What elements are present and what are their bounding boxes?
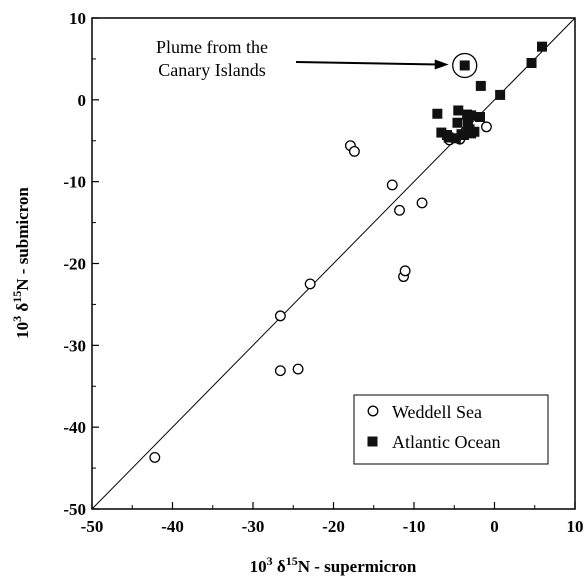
y-tick-label: -40 (63, 418, 86, 437)
data-point-atlantic (453, 105, 464, 116)
data-point-weddell (274, 310, 286, 322)
x-title-suffix: N - supermicron (298, 557, 417, 576)
y-title-iso-sup: 15 (10, 291, 24, 303)
legend-marker-atlantic (367, 436, 378, 447)
x-title-delta: δ (277, 557, 286, 576)
data-point-atlantic (432, 108, 443, 119)
annotation: Plume from the Canary Islands (156, 37, 478, 80)
x-tick-label: -30 (242, 517, 265, 536)
data-point-atlantic (466, 110, 477, 121)
y-tick-label: -30 (63, 336, 86, 355)
data-point-atlantic (495, 89, 506, 100)
x-title-prefix: 10 (250, 557, 267, 576)
x-title-prefix-sup: 3 (267, 554, 273, 568)
x-tick-label: -50 (81, 517, 104, 536)
annotation-arrow (295, 61, 439, 66)
data-point-weddell (348, 145, 360, 157)
annotation-line1: Plume from the (156, 37, 268, 57)
data-point-atlantic (475, 80, 486, 91)
legend-box (353, 394, 549, 465)
data-point-weddell (304, 278, 316, 290)
data-point-atlantic (466, 128, 477, 139)
data-point-weddell (399, 265, 411, 277)
x-tick-label: -10 (403, 517, 426, 536)
annotation-line2: Canary Islands (158, 60, 265, 80)
one-to-one-line (91, 17, 576, 510)
y-tick-label: -20 (63, 255, 86, 274)
data-series (149, 41, 547, 463)
y-tick-label: 10 (69, 9, 86, 28)
data-point-atlantic (459, 60, 470, 71)
x-tick-label: 0 (490, 517, 499, 536)
y-title-prefix-sup: 3 (10, 316, 24, 322)
legend-label-weddell: Weddell Sea (392, 402, 482, 422)
y-title-suffix: N - submicron (13, 187, 32, 291)
data-point-atlantic (436, 127, 447, 138)
svg-text:103 δ15N - supermicron: 103 δ15N - supermicron (250, 554, 417, 576)
svg-text:103 δ15N - submicron: 103 δ15N - submicron (10, 187, 32, 339)
data-point-atlantic (536, 41, 547, 52)
data-point-atlantic (443, 132, 454, 143)
annotation-arrowhead (434, 59, 449, 70)
data-point-weddell (481, 121, 492, 133)
x-tick-label: -20 (322, 517, 345, 536)
x-axis-title: 103 δ15N - supermicron (250, 554, 417, 576)
annotation-highlight-circle (452, 52, 478, 79)
y-tick-label: 0 (78, 91, 87, 110)
y-title-prefix: 10 (13, 322, 32, 339)
data-point-weddell (416, 197, 428, 209)
series-atlantic-ocean (432, 41, 547, 144)
y-title-delta: δ (13, 303, 32, 312)
x-tick-label: 10 (567, 517, 584, 536)
data-point-weddell (274, 365, 286, 377)
y-axis: -50 -40 -30 -20 -10 0 10 (63, 9, 99, 519)
y-axis-title: 103 δ15N - submicron (10, 187, 32, 339)
data-point-atlantic (475, 112, 486, 123)
data-point-atlantic (450, 133, 461, 144)
data-point-weddell (394, 204, 405, 216)
x-title-iso-sup: 15 (286, 554, 298, 568)
data-point-weddell (149, 451, 161, 463)
x-axis: -50 -40 -30 -20 -10 0 10 (81, 502, 584, 536)
data-point-weddell (292, 363, 304, 375)
y-tick-label: -50 (63, 500, 86, 519)
legend: Weddell Sea Atlantic Ocean (353, 394, 549, 465)
data-point-weddell (386, 179, 398, 191)
legend-marker-weddell (367, 405, 379, 417)
data-point-atlantic (458, 130, 469, 141)
data-point-atlantic (526, 58, 537, 69)
x-tick-label: -40 (161, 517, 184, 536)
data-point-atlantic (452, 117, 463, 128)
legend-label-atlantic: Atlantic Ocean (392, 432, 500, 452)
y-tick-label: -10 (63, 173, 86, 192)
